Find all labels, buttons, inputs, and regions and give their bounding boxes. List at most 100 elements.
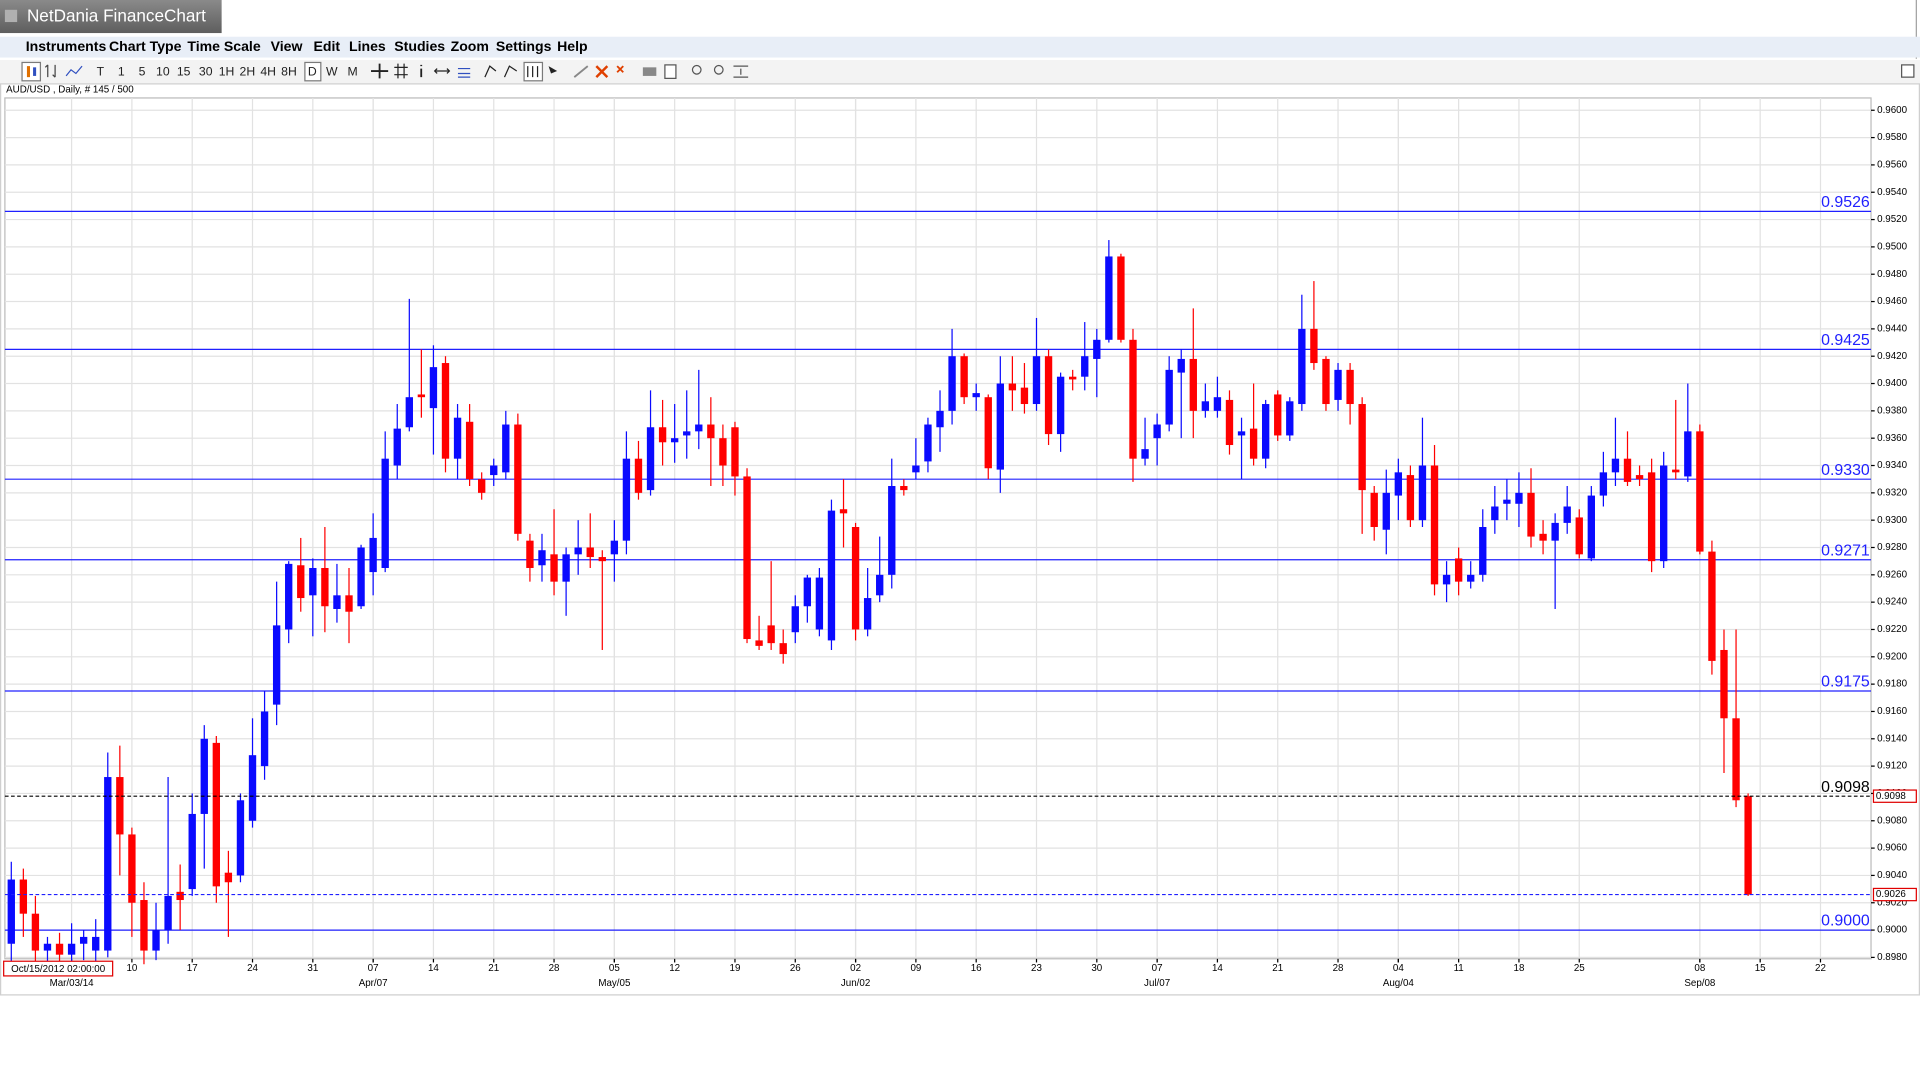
- tool-button: [304, 61, 322, 82]
- candle-body: [1467, 574, 1475, 582]
- tool-icon[interactable]: [642, 67, 657, 76]
- price-box: [1872, 789, 1917, 803]
- candle-body: [502, 424, 510, 473]
- x-tick-label: 14: [428, 963, 439, 974]
- candle-body: [1611, 458, 1620, 473]
- tool-icon[interactable]: [1901, 64, 1915, 78]
- timeframe-button[interactable]: 1H: [219, 64, 235, 78]
- tool-icon[interactable]: [691, 64, 702, 75]
- candle-body: [188, 813, 196, 890]
- tool-icon[interactable]: [371, 63, 389, 79]
- tool-icon[interactable]: [433, 68, 451, 74]
- tool-icon[interactable]: [394, 63, 408, 79]
- x-tick-label: Mar/03/14: [50, 978, 95, 989]
- x-tick-label: 15: [1755, 963, 1766, 974]
- candle-body: [67, 943, 76, 955]
- menu-item[interactable]: Edit: [313, 38, 340, 54]
- tool-icon: [26, 66, 30, 78]
- candle-body: [465, 421, 474, 480]
- candle-body: [1286, 401, 1294, 436]
- y-tick-label: 0.9120: [1877, 761, 1907, 772]
- candle-body: [1044, 356, 1053, 435]
- menu-item[interactable]: Instruments: [26, 38, 107, 54]
- tool-icon[interactable]: [616, 65, 624, 73]
- candle-body: [1189, 358, 1197, 411]
- candle-body: [1527, 492, 1535, 537]
- candle-body: [224, 872, 233, 883]
- candle-body: [7, 879, 15, 944]
- tool-icon[interactable]: [65, 65, 83, 77]
- chart-subtitle: AUD/USD , Daily, # 145 / 500: [6, 85, 134, 96]
- menu-item[interactable]: Zoom: [451, 38, 489, 54]
- candle-body: [176, 891, 184, 901]
- timeframe-button[interactable]: T: [97, 64, 105, 78]
- tool-icon[interactable]: [573, 65, 589, 78]
- menu-item[interactable]: Chart Type: [109, 38, 182, 54]
- tool-icon[interactable]: [733, 65, 749, 78]
- tool-button[interactable]: [21, 61, 42, 82]
- candle-body: [345, 595, 353, 612]
- timeframe-button[interactable]: 8H: [281, 64, 297, 78]
- y-tick-label: 0.9360: [1877, 433, 1907, 444]
- tool-icon[interactable]: [713, 64, 724, 75]
- x-tick-label: Apr/07: [359, 978, 388, 989]
- candle-body: [357, 547, 365, 607]
- y-tick-label: 0.9400: [1877, 378, 1907, 389]
- menu-item[interactable]: Settings: [496, 38, 552, 54]
- timeframe-button[interactable]: 15: [177, 64, 191, 78]
- candle-body: [683, 431, 691, 436]
- y-tick-label: 0.8980: [1877, 952, 1907, 963]
- tool-icon[interactable]: [44, 64, 56, 78]
- timeframe-button[interactable]: M: [348, 64, 358, 78]
- candle-body: [815, 577, 824, 630]
- tool-icon[interactable]: [595, 65, 609, 79]
- candle-body: [393, 428, 401, 466]
- menu-item[interactable]: Studies: [394, 38, 445, 54]
- x-tick-label: 30: [1091, 963, 1102, 974]
- timeframe-button[interactable]: 2H: [240, 64, 256, 78]
- level-label: 0.9425: [1821, 332, 1870, 349]
- y-tick-label: 0.9140: [1877, 733, 1907, 744]
- candle-body: [1093, 339, 1101, 359]
- x-tick-label: 23: [1031, 963, 1042, 974]
- y-tick-label: 0.9060: [1877, 843, 1907, 854]
- candle-body: [1660, 465, 1668, 562]
- tool-icon[interactable]: [457, 67, 471, 78]
- menu-item[interactable]: Help: [557, 38, 588, 54]
- y-tick-label: 0.9280: [1877, 542, 1907, 553]
- x-tick-label: 26: [790, 963, 801, 974]
- candle-body: [1056, 376, 1065, 435]
- candle-body: [1599, 472, 1608, 496]
- timeframe-button[interactable]: W: [326, 64, 338, 78]
- candle-body: [1225, 399, 1234, 446]
- candle-body: [1587, 495, 1595, 559]
- menu-bar: [0, 36, 1920, 58]
- timeframe-button[interactable]: 5: [139, 64, 146, 78]
- timeframe-button[interactable]: 4H: [260, 64, 276, 78]
- y-tick-label: 0.9440: [1877, 323, 1907, 334]
- candle-body: [574, 547, 582, 555]
- candle-body: [1503, 499, 1511, 504]
- candle-body: [1684, 431, 1692, 477]
- tool-icon[interactable]: [548, 66, 558, 74]
- timeframe-button[interactable]: 10: [156, 64, 170, 78]
- menu-item[interactable]: Time Scale: [187, 38, 260, 54]
- timeframe-button[interactable]: 30: [199, 64, 213, 78]
- tool-icon[interactable]: [664, 64, 677, 79]
- timeframe-button[interactable]: 1: [118, 64, 125, 78]
- plot-area: [4, 97, 1872, 960]
- candle-body: [140, 900, 148, 951]
- y-tick-label: 0.9200: [1877, 651, 1907, 662]
- candle-body: [1346, 369, 1354, 405]
- y-tick-label: 0.9260: [1877, 569, 1907, 580]
- candle-body: [212, 742, 221, 887]
- candle-body: [478, 479, 486, 493]
- timeframe-button[interactable]: D: [308, 64, 317, 78]
- menu-item[interactable]: View: [271, 38, 303, 54]
- candle-body: [972, 393, 980, 398]
- tool-icon[interactable]: [484, 65, 518, 78]
- candle-body: [381, 458, 389, 568]
- candle-body: [646, 427, 655, 491]
- candle-body: [369, 537, 377, 573]
- menu-item[interactable]: Lines: [349, 38, 386, 54]
